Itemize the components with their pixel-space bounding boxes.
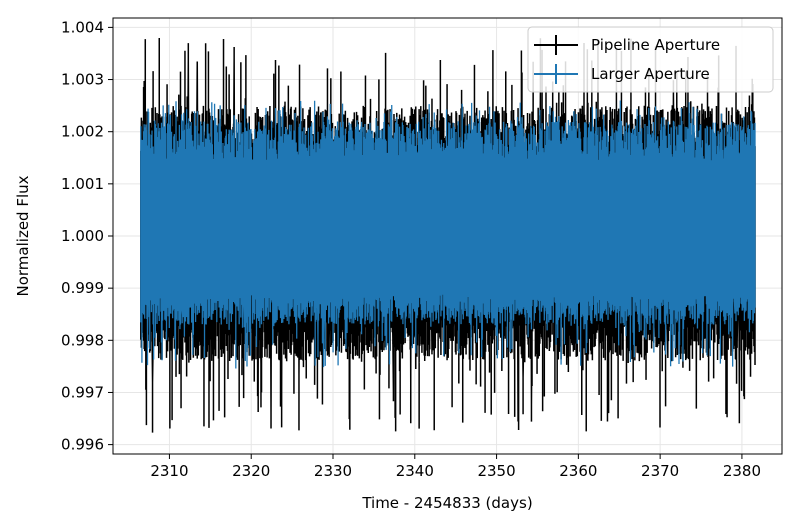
x-tick-label: 2350 bbox=[477, 462, 515, 480]
legend-box bbox=[527, 26, 774, 93]
x-tick-label: 2330 bbox=[314, 462, 352, 480]
y-tick-label: 1.003 bbox=[61, 71, 104, 89]
y-tick-label: 1.002 bbox=[61, 123, 104, 141]
legend: Pipeline Aperture Larger Aperture bbox=[527, 26, 774, 93]
x-tick-label: 2370 bbox=[641, 462, 679, 480]
y-tick-label: 0.997 bbox=[61, 383, 104, 401]
y-tick-label: 0.996 bbox=[61, 436, 104, 454]
x-tick-label: 2360 bbox=[559, 462, 597, 480]
y-tick-label: 1.000 bbox=[61, 227, 104, 245]
legend-label-larger: Larger Aperture bbox=[591, 65, 710, 83]
legend-marker-larger bbox=[534, 64, 578, 84]
x-tick-label: 2340 bbox=[396, 462, 434, 480]
x-tick-label: 2380 bbox=[723, 462, 761, 480]
x-tick-label: 2310 bbox=[150, 462, 188, 480]
legend-marker-pipeline bbox=[534, 35, 578, 55]
y-tick-label: 1.004 bbox=[61, 18, 104, 36]
y-tick-label: 0.999 bbox=[61, 279, 104, 297]
series-layer bbox=[140, 37, 756, 433]
y-tick-label: 1.001 bbox=[61, 175, 104, 193]
x-tick-label: 2320 bbox=[232, 462, 270, 480]
legend-label-pipeline: Pipeline Aperture bbox=[591, 36, 720, 54]
series-larger-aperture bbox=[140, 100, 756, 369]
series-line bbox=[140, 100, 756, 369]
x-axis-title: Time - 2454833 (days) bbox=[361, 494, 532, 512]
ticks: 2310 2320 2330 2340 2350 2360 2370 2380 0.996 0.9… bbox=[61, 18, 761, 480]
y-tick-label: 0.998 bbox=[61, 331, 104, 349]
y-axis-title: Normalized Flux bbox=[14, 175, 32, 296]
